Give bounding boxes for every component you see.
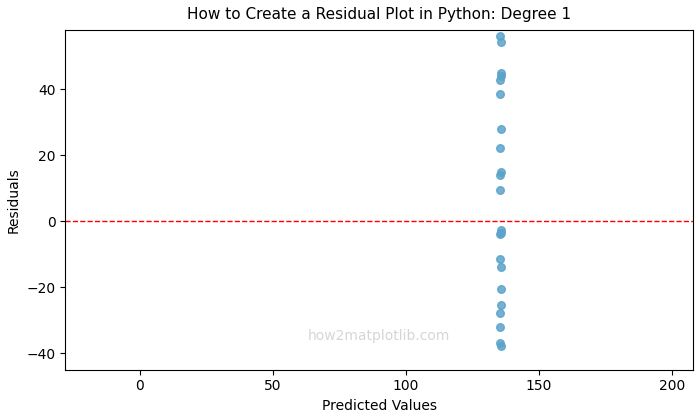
Point: [495, 286, 506, 293]
Point: [496, 38, 507, 45]
Text: how2matplotlib.com: how2matplotlib.com: [308, 329, 450, 343]
Point: [494, 256, 505, 263]
Point: [494, 90, 505, 97]
Point: [494, 310, 505, 316]
Point: [494, 323, 505, 330]
Point: [494, 386, 505, 393]
Title: How to Create a Residual Plot in Python: Degree 1: How to Create a Residual Plot in Python:…: [187, 7, 571, 22]
Point: [494, 231, 505, 237]
Point: [494, 32, 505, 39]
Point: [496, 70, 507, 77]
Point: [495, 263, 506, 270]
X-axis label: Predicted Values: Predicted Values: [322, 399, 437, 413]
Point: [494, 76, 505, 83]
Point: [494, 186, 505, 193]
Point: [495, 386, 506, 392]
Point: [494, 171, 505, 178]
Point: [495, 73, 506, 79]
Point: [495, 168, 506, 175]
Point: [495, 342, 506, 349]
Y-axis label: Residuals: Residuals: [7, 167, 21, 233]
Point: [495, 230, 506, 236]
Point: [496, 0, 507, 2]
Point: [494, 145, 505, 152]
Point: [495, 302, 506, 309]
Point: [494, 339, 505, 346]
Point: [495, 126, 506, 132]
Point: [495, 394, 506, 400]
Point: [494, 386, 505, 392]
Point: [495, 391, 506, 398]
Point: [495, 227, 506, 234]
Point: [494, 14, 505, 21]
